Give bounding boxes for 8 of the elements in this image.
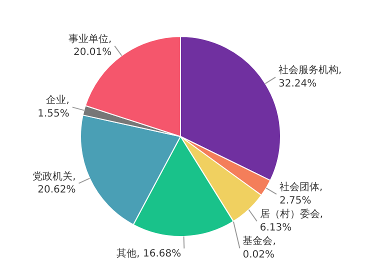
slice-label: 事业单位, 20.01% [68,32,112,58]
slice-label: 其他, 16.68% [116,247,182,260]
slice-label: 企业, 1.55% [38,94,70,120]
slice-label: 基金会, 0.02% [242,235,276,260]
slice-label: 党政机关, 20.62% [32,170,76,196]
slice-label: 社会团体, 2.75% [279,181,323,206]
slice-label: 社会服务机构, 32.24% [278,64,342,90]
slice-label: 居（村）委会, 6.13% [260,208,324,234]
